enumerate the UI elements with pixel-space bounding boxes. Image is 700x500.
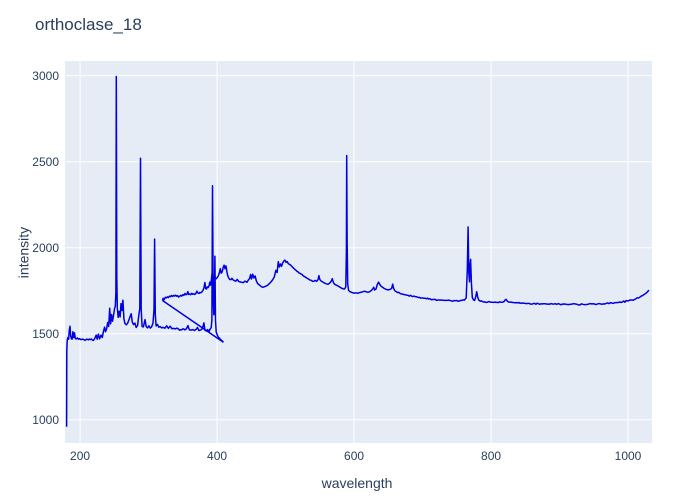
y-axis-tick-label: 1000 — [32, 412, 59, 427]
x-axis-tick-label: 1000 — [614, 449, 642, 463]
y-axis-tick-label: 2500 — [32, 154, 59, 169]
y-axis-title: intensity — [15, 226, 32, 279]
y-axis-tick-label: 1500 — [32, 326, 59, 341]
x-axis-tick-label: 200 — [70, 449, 91, 463]
chart-title: orthoclase_18 — [35, 15, 142, 34]
plot-background — [65, 61, 652, 443]
spectrum-segment-2-trace[interactable] — [161, 154, 650, 306]
x-axis-tick-label: 800 — [481, 449, 502, 463]
spectrum-segment-1-trace[interactable] — [65, 75, 224, 427]
x-axis-tick-label: 600 — [344, 449, 365, 463]
plot-area[interactable] — [65, 61, 652, 443]
x-axis-title: wavelength — [321, 475, 393, 491]
y-axis-tick-label: 3000 — [32, 68, 59, 83]
detector-jump-line-trace[interactable] — [162, 299, 224, 343]
x-axis-tick-label: 400 — [207, 449, 228, 463]
